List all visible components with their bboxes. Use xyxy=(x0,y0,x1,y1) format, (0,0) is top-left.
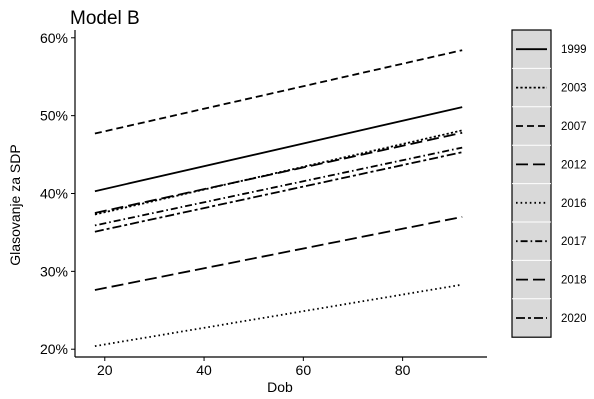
series-line-2017 xyxy=(94,146,463,227)
x-tick-label: 80 xyxy=(395,362,411,378)
legend-label-2016: 2016 xyxy=(561,198,587,210)
x-tick-label: 40 xyxy=(196,362,212,378)
legend: 1999 2003 2007 2012 2016 2017 2018 2020 xyxy=(511,29,587,338)
series-line-2012 xyxy=(94,131,463,214)
y-tick-label: 40% xyxy=(40,186,68,202)
series-line-2018 xyxy=(94,216,463,291)
y-axis-label: Glasovanje za SDP xyxy=(7,144,23,265)
x-axis-label: Dob xyxy=(267,379,293,395)
y-tick-label: 50% xyxy=(40,108,68,124)
chart-title: Model B xyxy=(70,8,140,29)
legend-label-2003: 2003 xyxy=(561,83,587,95)
series-line-2020 xyxy=(94,151,463,233)
y-tick-label: 60% xyxy=(40,30,68,46)
series-line-2016 xyxy=(94,283,463,347)
series-line-1999 xyxy=(94,106,463,193)
legend-label-2020: 2020 xyxy=(561,313,587,325)
legend-label-2017: 2017 xyxy=(561,236,587,248)
x-tick-label: 20 xyxy=(97,362,113,378)
legend-label-2007: 2007 xyxy=(561,121,587,133)
legend-label-2012: 2012 xyxy=(561,159,587,171)
series-line-2007 xyxy=(94,49,463,135)
legend-label-2018: 2018 xyxy=(561,275,587,287)
x-tick-label: 60 xyxy=(296,362,312,378)
y-tick-label: 30% xyxy=(40,263,68,279)
y-tick-label: 20% xyxy=(40,341,68,357)
legend-label-1999: 1999 xyxy=(561,44,587,56)
series-lines xyxy=(94,49,463,347)
axes: 20 40 60 80 20% 30% 40% 50% 60% xyxy=(40,30,487,378)
